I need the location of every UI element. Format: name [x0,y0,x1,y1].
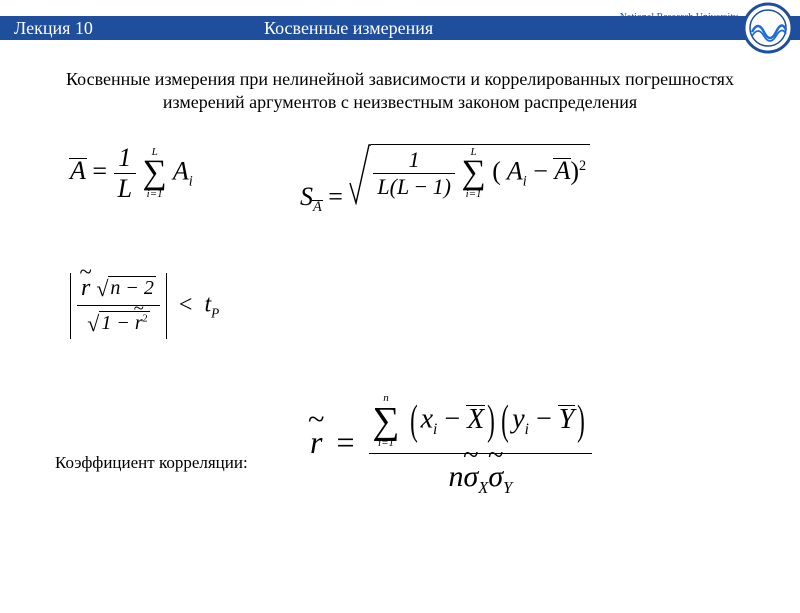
tcrit-n2: n − 2 [108,276,156,300]
mean-term-sub: i [189,174,193,190]
corr-sum: n ∑ i=1 [373,393,400,449]
corr-sigmaX-sub: X [478,478,488,497]
corr-sigmaY: σ [488,460,503,494]
mean-term-A: A [173,156,189,185]
corr-xi-sub: i [433,421,437,438]
sd-frac-den: L(L − 1) [373,173,455,200]
corr-sigmaX: σ [463,460,478,494]
sd-frac-num: 1 [373,147,455,173]
sd-Ai: A [507,156,523,185]
paren-open-icon: ( [501,400,509,442]
sd-frac: 1 L(L − 1) [373,147,455,200]
sd-Abar: A [554,156,570,186]
radical-icon: √ [87,311,99,337]
content-area: A = 1 L L ∑ i=1 Ai SA = 1 L(L − 1) [0,113,800,613]
corr-eq: = [330,424,360,460]
sd-open: ( [492,156,501,185]
tcrit-r2: r [135,312,143,335]
sd-sum-lower: i=1 [466,189,482,200]
corr-yi-sub: i [525,421,529,438]
corr-n: n [448,460,463,493]
tcrit-1minus: 1 − [101,312,135,334]
mean-frac: 1 L [114,143,136,204]
sd-minus: − [533,156,554,185]
corr-xbar: X [467,404,484,436]
minus: − [444,404,467,435]
corr-sigmaY-sub: Y [503,478,512,497]
uni-line-2: of Electronic Technology (MIET) [568,24,738,36]
paren-open-icon: ( [410,400,418,442]
sd-close: ) [570,156,579,185]
sum-icon: ∑ [461,158,485,189]
paren-close-icon: ) [577,400,585,442]
radical-icon: √ [96,276,108,302]
header: Лекция 10 Косвенные измерения National R… [0,0,800,54]
uni-line-1: National Research University [568,12,738,24]
tcrit-r: r [81,275,90,302]
paren-close-icon: ) [487,400,495,442]
sum-icon: ∑ [143,158,167,189]
mean-frac-num: 1 [114,143,136,173]
subtitle: Косвенные измерения при нелинейной завис… [0,54,800,113]
sd-sub: A [313,199,322,215]
tcrit-tsub: P [211,305,219,320]
logo-icon [742,2,794,54]
mean-sum-lower: i=1 [147,189,163,200]
sum-icon: ∑ [373,404,400,438]
sd-S: S [300,182,313,211]
equals: = [328,182,349,211]
formula-corr: r = n ∑ i=1 (xi − X)(yi − Y) nσXσY [310,393,592,498]
minus: − [536,404,559,435]
formula-mean: A = 1 L L ∑ i=1 Ai [70,143,193,204]
corr-label: Коэффициент корреляции: [55,453,248,473]
corr-r: r [310,424,322,461]
sd-sum: L ∑ i=1 [461,147,485,200]
corr-xi: x [421,404,433,435]
sd-sqrt: 1 L(L − 1) L ∑ i=1 ( Ai − A)2 [349,143,590,212]
formula-tcrit: r √ n − 2 √ 1 − r2 < tP [70,273,219,339]
lt: < [173,292,199,318]
corr-frac: n ∑ i=1 (xi − X)(yi − Y) nσXσY [369,393,593,498]
mean-sum: L ∑ i=1 [143,147,167,200]
corr-ybar: Y [559,404,575,436]
sd-Ai-sub: i [523,174,527,190]
equals: = [92,156,113,185]
mean-lhs: A [70,156,86,186]
corr-yi: y [512,404,524,435]
mean-frac-den: L [114,173,136,204]
lecture-label: Лекция 10 [14,18,264,39]
corr-sum-lower: i=1 [378,438,394,449]
tcrit-frac: r √ n − 2 √ 1 − r2 [77,275,160,337]
sd-exp: 2 [579,158,586,174]
abs-wrap: r √ n − 2 √ 1 − r2 [70,273,167,339]
formula-sd: SA = 1 L(L − 1) L ∑ i=1 ( Ai [300,143,590,216]
radical-icon [349,143,371,212]
university-name: National Research University of Electron… [568,12,738,35]
